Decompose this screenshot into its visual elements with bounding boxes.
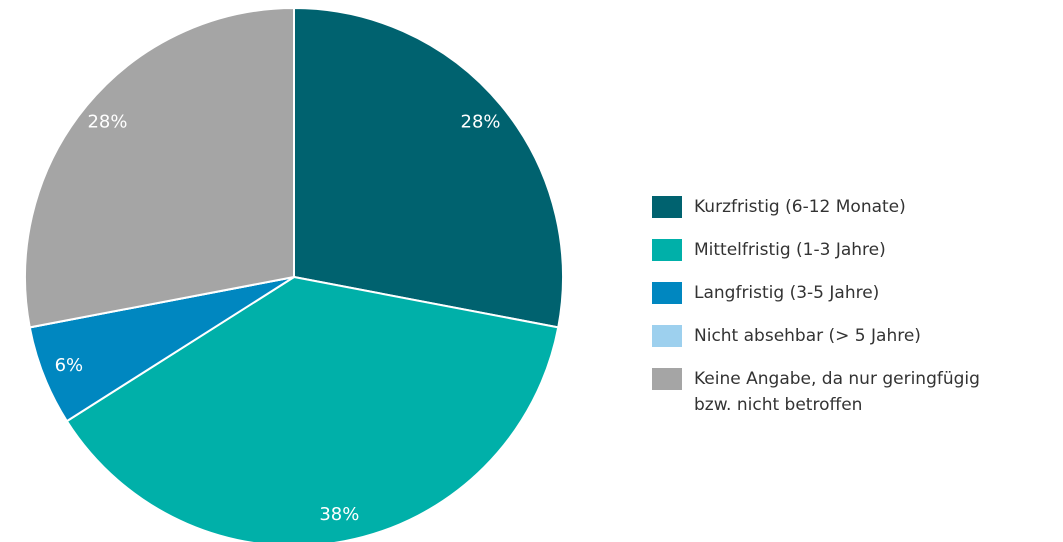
legend-item: Mittelfristig (1-3 Jahre): [652, 237, 1014, 263]
data-label: 28%: [461, 112, 501, 133]
legend-swatch: [652, 282, 682, 304]
legend-swatch: [652, 239, 682, 261]
data-label: 6%: [55, 355, 84, 376]
legend-swatch: [652, 368, 682, 390]
legend-label: Langfristig (3-5 Jahre): [694, 283, 880, 303]
data-label: 38%: [319, 504, 359, 525]
pie-slice: [293, 6, 564, 329]
legend-label: Keine Angabe, da nur geringfügig bzw. ni…: [694, 369, 980, 415]
legend-swatch: [652, 325, 682, 347]
legend-swatch: [652, 196, 682, 218]
legend-item: Kurzfristig (6-12 Monate): [652, 194, 1014, 220]
legend: Kurzfristig (6-12 Monate) Mittelfristig (…: [652, 194, 1014, 435]
legend-item: Keine Angabe, da nur geringfügig bzw. ni…: [652, 366, 1014, 418]
legend-item: Langfristig (3-5 Jahre): [652, 280, 1014, 306]
legend-item: Nicht absehbar (> 5 Jahre): [652, 323, 1014, 349]
data-label: 28%: [87, 112, 127, 133]
legend-label: Mittelfristig (1-3 Jahre): [694, 240, 886, 260]
pie-slice: [24, 6, 295, 329]
legend-label: Kurzfristig (6-12 Monate): [694, 197, 906, 217]
legend-label: Nicht absehbar (> 5 Jahre): [694, 326, 921, 346]
